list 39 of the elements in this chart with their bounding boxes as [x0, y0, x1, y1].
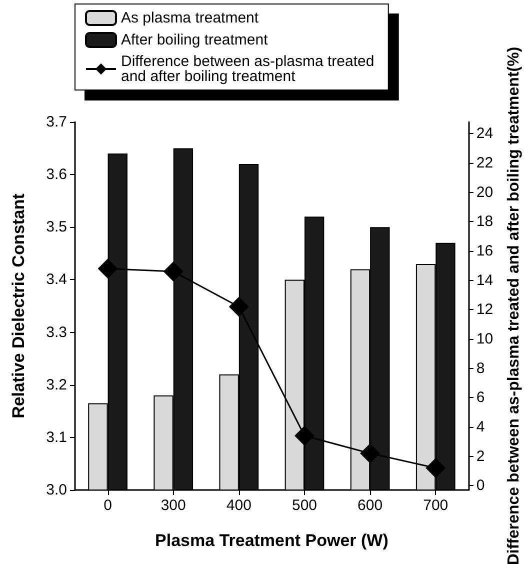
y2-tick-label: 24	[476, 125, 494, 142]
y-tick-label: 3.0	[46, 482, 67, 498]
y-tick-label: 3.4	[46, 271, 67, 288]
x-axis-title: Plasma Treatment Power (W)	[155, 531, 388, 550]
y2-tick-label: 14	[476, 272, 494, 289]
legend-label: After boiling treatment	[121, 32, 269, 48]
y2-tick-label: 6	[476, 389, 485, 406]
point	[228, 296, 249, 317]
x-tick-label: 0	[104, 497, 112, 514]
x-tick-label: 500	[292, 497, 318, 514]
point	[426, 458, 446, 478]
y2-tick-label: 0	[476, 477, 485, 494]
y-tick-label: 3.7	[46, 114, 67, 130]
y2-tick-label: 22	[476, 154, 494, 172]
legend-label: Difference between as-plasma treated and after boiling treatment	[121, 53, 378, 85]
y2-tick-label: 4	[476, 418, 485, 436]
point	[294, 426, 314, 446]
y-tick-label: 3.1	[46, 428, 67, 446]
y2-tick-label: 20	[476, 184, 494, 201]
x-tick-label: 400	[226, 497, 252, 514]
y-axis-title: Relative Dielectric Constant	[9, 193, 28, 418]
y2-tick-label: 18	[476, 213, 494, 230]
y2-axis-title: Difference between as-plasma treated and after boiling treatment(%)	[506, 46, 522, 566]
y2-tick-label: 10	[476, 330, 494, 348]
y2-tick-label: 16	[476, 242, 494, 260]
point	[163, 262, 184, 282]
x-tick-label: 700	[423, 497, 448, 514]
y2-tick-label: 12	[476, 301, 494, 318]
y-tick-label: 3.3	[46, 324, 67, 341]
y-tick-label: 3.2	[46, 376, 67, 394]
y2-tick-label: 8	[476, 360, 485, 377]
legend-label: As plasma treatment	[121, 10, 260, 26]
x-tick-label: 600	[358, 497, 383, 514]
y-tick-label: 3.6	[46, 166, 67, 184]
y2-tick-label: 2	[476, 448, 485, 465]
y-tick-label: 3.5	[46, 218, 67, 236]
point	[98, 258, 118, 279]
x-tick-label: 300	[160, 497, 186, 514]
point	[360, 443, 380, 464]
